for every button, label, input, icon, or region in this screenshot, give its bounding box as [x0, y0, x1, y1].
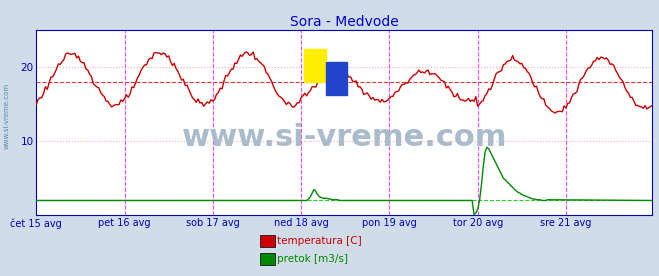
Text: www.si-vreme.com: www.si-vreme.com	[3, 83, 9, 149]
Title: Sora - Medvode: Sora - Medvode	[290, 15, 399, 29]
FancyBboxPatch shape	[326, 62, 347, 95]
Text: pretok [m3/s]: pretok [m3/s]	[277, 254, 348, 264]
Text: www.si-vreme.com: www.si-vreme.com	[182, 123, 507, 152]
Text: temperatura [C]: temperatura [C]	[277, 237, 362, 246]
FancyBboxPatch shape	[304, 49, 326, 82]
